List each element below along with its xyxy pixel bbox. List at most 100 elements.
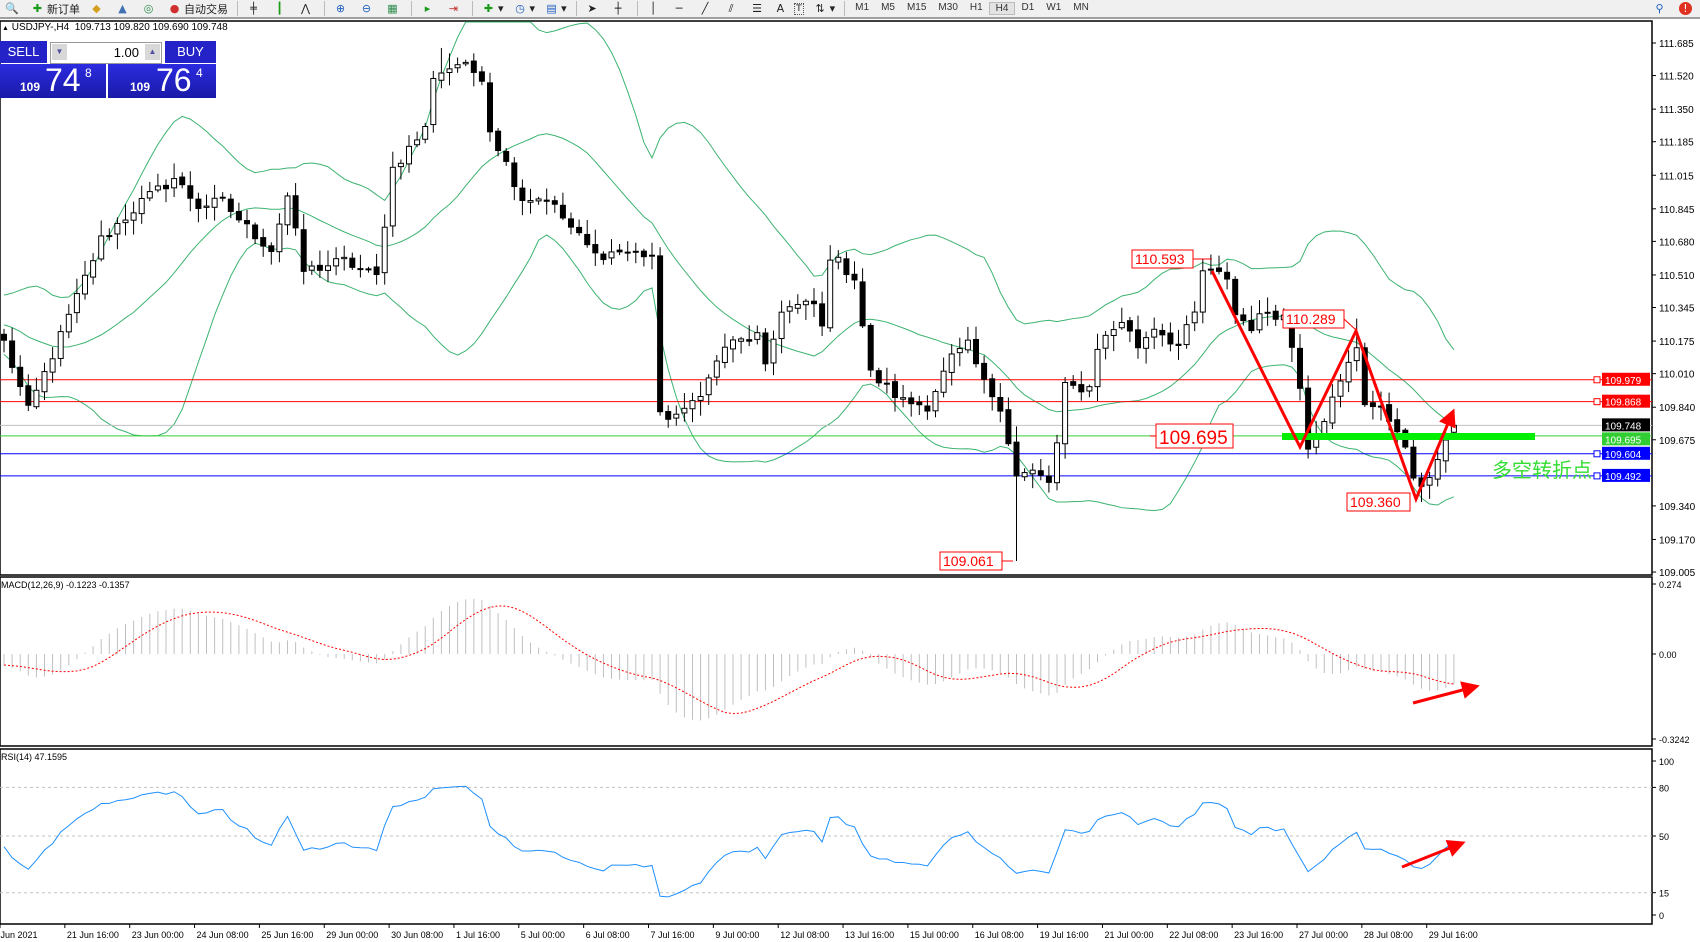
trendline-tool[interactable]: ╱ bbox=[694, 0, 720, 17]
candle bbox=[122, 204, 129, 236]
timeframe-m15[interactable]: M15 bbox=[906, 2, 927, 13]
notifications-button[interactable]: ! bbox=[1674, 0, 1700, 17]
candle-body bbox=[446, 68, 453, 74]
auto-scroll-button[interactable]: ▸ bbox=[416, 0, 442, 17]
candle bbox=[1264, 297, 1271, 326]
candle bbox=[827, 245, 834, 332]
signals-button[interactable]: ▲ bbox=[111, 0, 137, 17]
candle bbox=[989, 373, 996, 411]
text-label-icon: T bbox=[794, 2, 804, 15]
candle-body bbox=[1029, 469, 1036, 475]
candle bbox=[33, 377, 40, 410]
timeframe-h1[interactable]: H1 bbox=[969, 2, 983, 13]
timeframe-h4[interactable]: H4 bbox=[988, 2, 1016, 15]
periods-button[interactable]: ◷ ▾ bbox=[515, 2, 536, 15]
horizontal-line-tool[interactable]: ─ bbox=[668, 0, 694, 17]
candle-body bbox=[1272, 310, 1279, 320]
lot-decrease-button[interactable]: ▼ bbox=[52, 44, 67, 60]
time-tick-label: 23 Jul 16:00 bbox=[1234, 930, 1283, 940]
zoom-in-button[interactable]: ⊕ bbox=[329, 0, 355, 17]
timeframe-d1[interactable]: D1 bbox=[1021, 2, 1035, 13]
sell-price[interactable]: 109 74 8 bbox=[0, 62, 106, 98]
candle bbox=[1297, 334, 1303, 401]
price-tick-label: 111.185 bbox=[1659, 138, 1694, 149]
rsi-line bbox=[3, 785, 1455, 898]
text-tool[interactable]: A bbox=[772, 0, 790, 17]
line-chart-button[interactable]: ⋀ bbox=[294, 0, 320, 17]
cursor-icon: ➤ bbox=[587, 2, 597, 15]
timeframe-mn[interactable]: MN bbox=[1073, 2, 1089, 13]
price-tick-label: 109.005 bbox=[1659, 568, 1696, 579]
timeframe-bar: M1 M5 M15 M30 H1 H4 D1 W1 MN bbox=[849, 2, 1095, 15]
timeframe-m5[interactable]: M5 bbox=[881, 2, 895, 13]
chart-shift-button[interactable]: ⇥ bbox=[442, 0, 468, 17]
candle bbox=[738, 336, 745, 354]
timeframe-m30[interactable]: M30 bbox=[938, 2, 958, 13]
candle bbox=[1337, 373, 1344, 408]
candle bbox=[689, 392, 696, 423]
candle bbox=[1434, 450, 1441, 487]
sell-button[interactable]: SELL bbox=[0, 41, 47, 63]
candle-body bbox=[778, 311, 785, 340]
crosshair-tool[interactable]: ┼ bbox=[607, 0, 633, 17]
templates-button[interactable]: ▤ ▾ bbox=[546, 2, 567, 15]
sell-price-big: 109 bbox=[20, 80, 41, 94]
search-button[interactable]: ⚲ bbox=[1648, 0, 1674, 17]
indicators-button[interactable]: ✚ ▾ bbox=[483, 2, 504, 15]
candle bbox=[1305, 375, 1312, 459]
candle bbox=[511, 157, 518, 201]
label-tool[interactable]: T bbox=[789, 0, 809, 17]
candle-body bbox=[57, 331, 64, 359]
fibonacci-tool[interactable]: ☰ bbox=[746, 0, 772, 17]
candle-body bbox=[932, 391, 939, 412]
channel-icon: ⫽ bbox=[728, 2, 734, 15]
autotrading-button[interactable]: ● 自动交易 bbox=[163, 0, 233, 17]
bar-chart-button[interactable]: ╪ bbox=[242, 0, 268, 17]
candle-chart-button[interactable]: ┃ bbox=[268, 0, 294, 17]
zoom-out-button[interactable]: ⊖ bbox=[355, 0, 381, 17]
template-icon: ▤ bbox=[546, 2, 557, 15]
candle-body bbox=[1151, 328, 1158, 338]
time-tick-label: 29 Jul 16:00 bbox=[1429, 930, 1478, 940]
candle bbox=[1159, 323, 1166, 347]
toolbar-divider bbox=[411, 1, 412, 16]
tile-windows-button[interactable]: ▦ bbox=[381, 0, 407, 17]
time-tick-label: 5 Jul 00:00 bbox=[521, 930, 565, 940]
channel-tool[interactable]: ⫽ bbox=[720, 0, 746, 17]
buy-price[interactable]: 109 76 4 bbox=[108, 62, 216, 98]
buy-price-big: 109 bbox=[130, 80, 151, 94]
candle bbox=[49, 347, 56, 383]
candle bbox=[171, 163, 178, 198]
candle bbox=[325, 250, 331, 282]
price-tag-label: 109.604 bbox=[1605, 450, 1642, 461]
candle-body bbox=[1070, 381, 1077, 386]
candle bbox=[365, 266, 372, 273]
candle-body bbox=[640, 250, 647, 258]
candle bbox=[754, 325, 761, 345]
zoom-tool-button[interactable]: 🔍 bbox=[0, 0, 26, 17]
broadcast-icon: ◎ bbox=[143, 2, 154, 15]
candle-body bbox=[843, 258, 850, 276]
vertical-line-tool[interactable]: │ bbox=[642, 0, 668, 17]
timeframe-w1[interactable]: W1 bbox=[1046, 2, 1062, 13]
candle-body bbox=[1256, 313, 1263, 331]
lot-size-field[interactable]: ▼ 1.00 ▲ bbox=[50, 42, 162, 64]
new-order-button[interactable]: ✚ 新订单 bbox=[26, 0, 85, 17]
candle-body bbox=[730, 339, 736, 350]
market-button[interactable]: ◆ bbox=[85, 0, 111, 17]
lot-value[interactable]: 1.00 bbox=[113, 45, 139, 60]
cursor-tool[interactable]: ➤ bbox=[581, 0, 607, 17]
lot-increase-button[interactable]: ▲ bbox=[145, 44, 160, 60]
buy-button[interactable]: BUY bbox=[165, 41, 216, 63]
candle-body bbox=[1054, 442, 1060, 484]
candle-body bbox=[179, 176, 186, 186]
arrows-tool[interactable]: ⇅ ▾ bbox=[815, 2, 836, 15]
clock-icon: ◷ bbox=[515, 2, 525, 15]
candle-body bbox=[146, 191, 153, 199]
candle-body bbox=[1305, 387, 1312, 450]
candle-body bbox=[381, 226, 388, 274]
candle-body bbox=[835, 256, 842, 263]
radio-button[interactable]: ◎ bbox=[137, 0, 163, 17]
timeframe-m1[interactable]: M1 bbox=[855, 2, 870, 13]
